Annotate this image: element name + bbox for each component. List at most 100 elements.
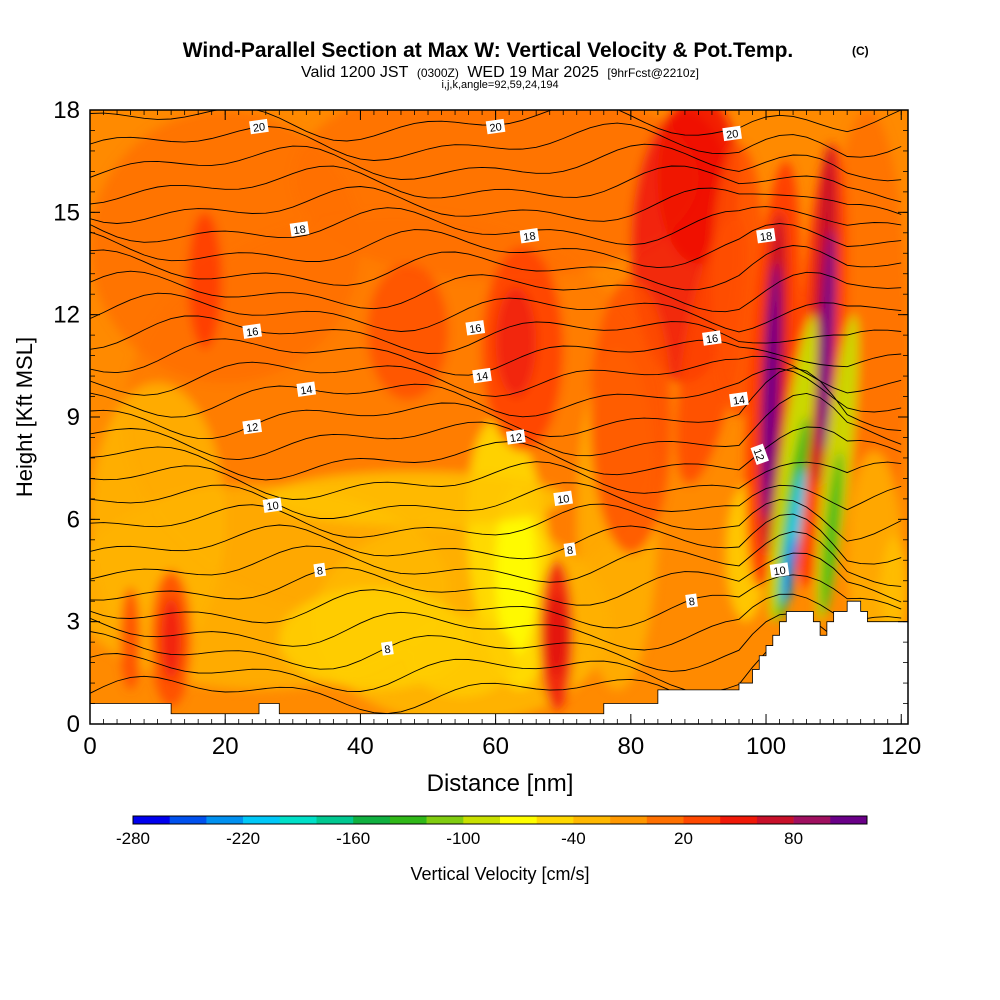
subtitle-zulu: (0300Z) [417, 66, 459, 80]
chart-subtitle: Valid 1200 JST (0300Z) WED 19 Mar 2025 [… [301, 64, 699, 81]
theta-contour-line [90, 461, 902, 500]
svg-text:8: 8 [316, 565, 324, 578]
svg-text:16: 16 [469, 323, 483, 337]
contour-label: 16 [465, 320, 486, 337]
contour-label: 20 [485, 118, 506, 135]
y-tick-label: 9 [67, 404, 80, 431]
contour-label: 10 [553, 490, 573, 507]
y-axis-label: Height [Kft MSL] [12, 337, 37, 497]
x-tick-label: 80 [617, 733, 644, 760]
theta-contour-line [90, 355, 902, 397]
theta-contour-line [90, 392, 902, 461]
x-tick-label: 100 [746, 733, 786, 760]
svg-text:18: 18 [293, 224, 307, 238]
subtitle-valid: Valid 1200 JST [301, 64, 409, 81]
svg-text:12: 12 [245, 421, 259, 435]
colorbar-tick-label: -220 [226, 829, 260, 848]
theta-contour-line [90, 593, 902, 651]
plot-area: 20 20 20 18 18 18 16 16 16 14 14 14 12 12 12 10 10 10 8 8 8 8 [90, 110, 908, 724]
svg-text:8: 8 [688, 596, 696, 609]
colorbar-swatch [133, 816, 170, 824]
x-tick-label: 40 [347, 733, 374, 760]
y-tick-label: 0 [67, 711, 80, 738]
colorbar-swatch [573, 816, 611, 824]
colorbar-label: Vertical Velocity [cm/s] [410, 864, 589, 884]
contour-label: 8 [381, 641, 394, 656]
theta-contour-line [90, 315, 902, 354]
svg-text:10: 10 [556, 493, 570, 507]
contour-label: 18 [289, 221, 310, 238]
subtitle-forecast: [9hrFcst@2210z] [607, 66, 699, 80]
theta-contour-line [90, 531, 902, 587]
colorbar-swatch [206, 816, 244, 824]
theta-contour-line [90, 292, 902, 333]
theta-contour-line [90, 574, 902, 629]
colorbar-swatch [463, 816, 501, 824]
colorbar-swatch [243, 816, 281, 824]
svg-text:18: 18 [759, 230, 773, 244]
svg-text:18: 18 [523, 230, 537, 244]
chart-title: Wind-Parallel Section at Max W: Vertical… [183, 39, 794, 62]
svg-text:16: 16 [705, 333, 719, 347]
colorbar: -280 -220 -160 -100 -40 20 80 [116, 815, 868, 848]
colorbar-tick-label: -280 [116, 829, 150, 848]
theta-contour-line [90, 338, 902, 376]
y-tick-label: 18 [53, 97, 80, 124]
theta-contour-line [90, 426, 902, 481]
theta-contour-line [90, 270, 902, 313]
svg-text:20: 20 [252, 121, 266, 135]
subtitle-date: WED 19 Mar 2025 [467, 64, 599, 81]
colorbar-swatch [279, 816, 317, 824]
y-tick-label: 12 [53, 302, 80, 329]
colorbar-swatch [353, 816, 391, 824]
y-tick-label: 6 [67, 506, 80, 533]
contour-label: 14 [296, 381, 317, 398]
colorbar-frame [132, 815, 868, 825]
colorbar-swatch [830, 816, 868, 824]
theta-contour-line [90, 368, 902, 418]
y-tick-label: 3 [67, 609, 80, 636]
colorbar-swatch [169, 816, 207, 824]
theta-contour-line [90, 482, 902, 519]
svg-text:14: 14 [300, 384, 314, 398]
subtitle-indices: i,j,k,angle=92,59,24,194 [441, 79, 558, 91]
theta-contour-line [90, 513, 902, 565]
colorbar-swatch [316, 816, 354, 824]
x-tick-label: 60 [482, 733, 509, 760]
colorbar-swatch [646, 816, 684, 824]
contour-label: 16 [242, 323, 262, 340]
theta-contour-line [90, 613, 902, 672]
x-axis: 0 20 40 60 80 100 120 [83, 110, 921, 760]
colorbar-tick-label: 80 [784, 829, 803, 848]
contour-label: 20 [722, 125, 742, 142]
x-tick-label: 0 [83, 733, 96, 760]
contour-label: 16 [702, 330, 722, 346]
svg-text:10: 10 [266, 500, 280, 514]
svg-text:8: 8 [566, 545, 574, 558]
theta-contour-line [90, 367, 902, 440]
contour-label: 14 [729, 391, 749, 408]
contour-label: 20 [249, 118, 269, 135]
colorbar-swatch [426, 816, 464, 824]
colorbar-swatch [720, 816, 758, 824]
colorbar-tick-label: 20 [674, 829, 693, 848]
contour-label: 8 [563, 542, 577, 558]
theta-contour-line [90, 499, 902, 542]
colorbar-tick-label: -100 [446, 829, 480, 848]
terrain-profile [90, 600, 908, 724]
contour-label: 12 [242, 419, 262, 435]
contour-label: 14 [472, 367, 492, 384]
x-tick-label: 120 [881, 733, 921, 760]
theta-contour-line [90, 245, 902, 291]
theta-contour-line [90, 165, 902, 205]
contour-label: 10 [769, 562, 790, 578]
contour-label: 12 [506, 429, 526, 445]
theta-contour-line [90, 122, 902, 161]
theta-contour-line [90, 143, 902, 182]
y-tick-label: 15 [53, 199, 80, 226]
contour-labels: 20 20 20 18 18 18 16 16 16 14 14 14 12 12 12 10 10 10 8 8 8 8 [242, 118, 790, 656]
vertical-velocity-field [90, 110, 908, 724]
contour-label: 12 [750, 443, 769, 466]
contour-label: 10 [262, 497, 283, 514]
contour-label: 18 [519, 228, 540, 244]
